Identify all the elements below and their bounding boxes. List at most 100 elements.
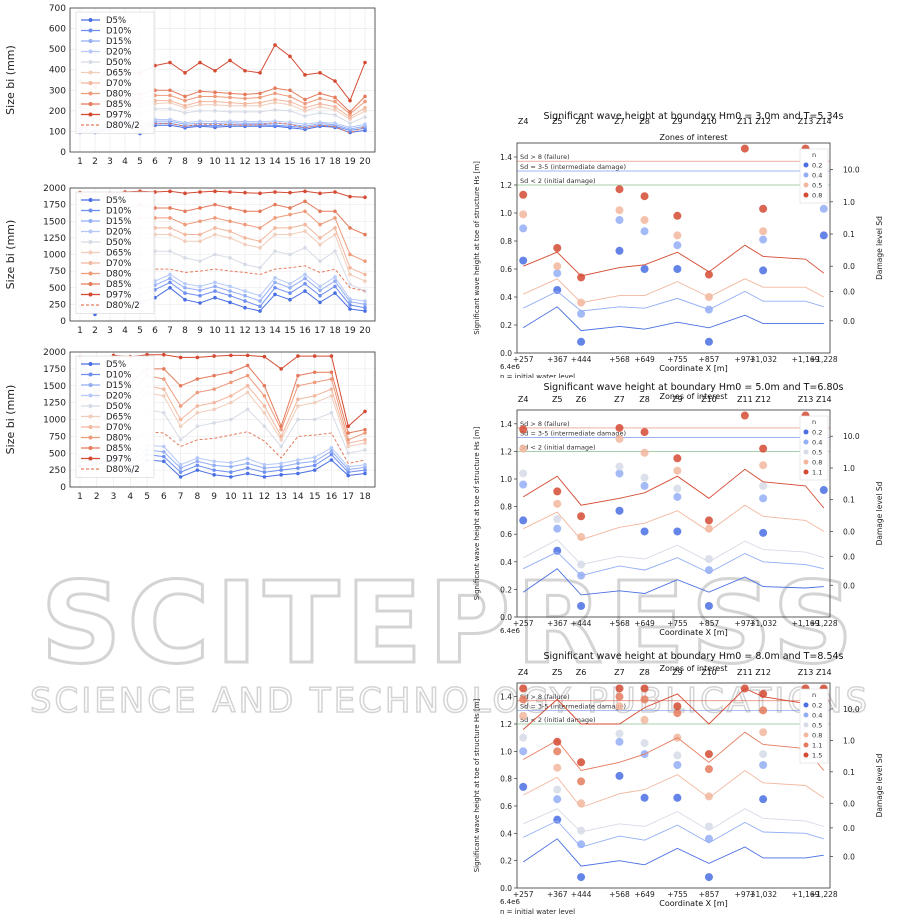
x-tick-label: 17 [343, 492, 354, 502]
x-tick-label: 1 [77, 492, 83, 502]
data-point [258, 266, 262, 270]
sd-point [704, 566, 713, 575]
zone-label: Z5 [552, 117, 563, 126]
right-axis-label: Damage level Sd [875, 216, 884, 280]
legend-label: D80% [106, 434, 131, 444]
sd-point [759, 689, 768, 698]
sd-point [577, 512, 586, 521]
data-point [303, 246, 307, 250]
data-point [348, 299, 352, 304]
x-tick-label: 6 [152, 326, 158, 336]
y-tick-label: 400 [49, 66, 66, 76]
data-point [273, 249, 277, 253]
legend-title: n [812, 691, 816, 699]
plot-frame [69, 187, 376, 322]
data-point [333, 232, 337, 237]
data-point [262, 462, 267, 467]
zone-label: Z6 [576, 117, 587, 126]
data-point [245, 373, 250, 378]
data-point [273, 280, 277, 285]
data-point [195, 468, 200, 472]
sd-point [673, 702, 682, 711]
data-point [296, 461, 300, 466]
legend-marker [88, 39, 93, 43]
sd-point [673, 454, 682, 463]
data-point [333, 291, 337, 295]
data-point [245, 466, 250, 470]
data-point [229, 370, 233, 375]
data-point [329, 394, 334, 398]
data-point [333, 113, 337, 117]
data-point [348, 266, 352, 270]
sd-point [759, 750, 768, 759]
x-tick-label: +568 [609, 355, 630, 364]
sd-point [577, 777, 586, 786]
data-point [348, 272, 352, 277]
data-point [333, 226, 337, 230]
data-point [243, 262, 247, 267]
x-tick-label: +1,228 [810, 355, 838, 364]
data-point [296, 397, 300, 402]
data-point [363, 465, 367, 470]
data-point [296, 354, 300, 358]
x-tick-label: +257 [513, 890, 534, 899]
data-point [168, 117, 172, 122]
x-tick-label: +1,228 [810, 890, 838, 899]
x-tick-label: 16 [299, 157, 311, 165]
data-point [348, 307, 352, 311]
zone-label: Z7 [614, 668, 625, 677]
sd-point [819, 231, 828, 240]
series-line-n-1.1 [522, 731, 825, 771]
data-point [229, 417, 233, 422]
x-tick-label: +755 [667, 619, 688, 628]
data-point [245, 471, 250, 476]
legend-label: 0.5 [812, 722, 822, 730]
x-tick-label: 15 [284, 157, 295, 165]
legend-marker [88, 404, 93, 408]
legend-label: D70% [106, 423, 131, 433]
data-point [363, 232, 367, 237]
legend-label: D5% [106, 196, 126, 206]
sd-point [759, 444, 768, 453]
x-tick-label: +755 [667, 355, 688, 364]
data-point [195, 424, 200, 429]
y-axis-label: Significant wave height at toe of struct… [473, 426, 481, 600]
data-point [262, 394, 267, 398]
data-point [245, 407, 250, 412]
data-point [228, 300, 232, 305]
data-point [363, 437, 367, 442]
data-point [288, 54, 292, 59]
sd-point [519, 480, 528, 489]
threshold-label: Sd = 3-5 (intermediate damage) [520, 430, 626, 438]
plot-frame [69, 7, 376, 153]
data-point [346, 470, 351, 474]
data-point [195, 404, 200, 408]
sd-point [640, 428, 649, 437]
data-point [258, 103, 262, 108]
sd-point [640, 448, 649, 457]
data-point [348, 98, 352, 103]
data-point [183, 297, 187, 302]
sd-point [759, 481, 768, 490]
legend-marker [88, 292, 93, 297]
y-tick-label: 300 [49, 86, 66, 96]
legend-marker [88, 446, 93, 450]
data-point [243, 96, 247, 101]
data-point [243, 92, 247, 97]
sd-point [519, 516, 528, 525]
sd-point [673, 709, 682, 718]
sd-point [759, 706, 768, 715]
data-point [262, 470, 267, 474]
data-point [162, 410, 166, 415]
x-tick-label: 8 [182, 326, 188, 336]
sd-point [640, 793, 649, 802]
right-tick-label: 0.0 [843, 581, 855, 590]
data-point [213, 68, 217, 73]
data-point [312, 417, 317, 422]
zone-label: Z6 [576, 395, 587, 404]
data-point [363, 302, 367, 307]
sd-point [704, 293, 713, 301]
y-tick-label: 0.0 [500, 884, 512, 893]
offset-label: 6.4e6 [500, 898, 520, 906]
data-point [288, 297, 292, 302]
